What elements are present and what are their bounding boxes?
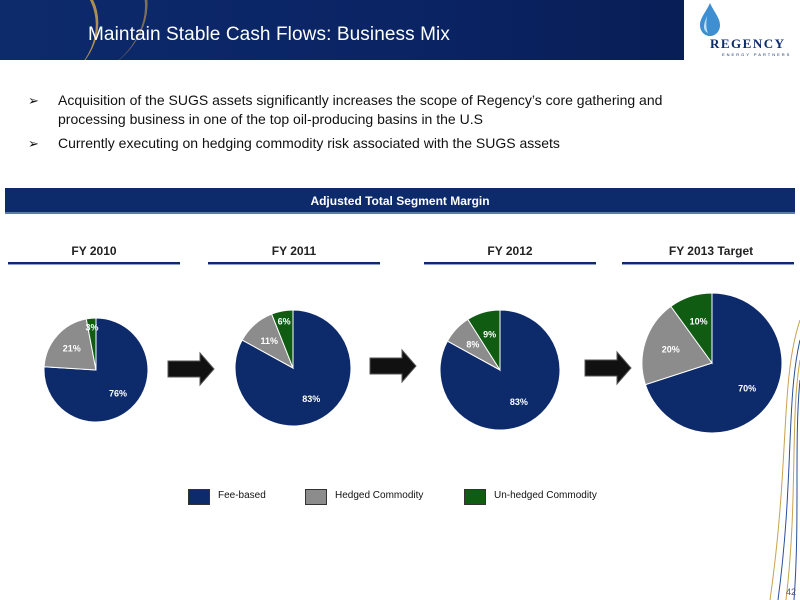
water-drop-icon bbox=[700, 3, 720, 36]
slide-title: Maintain Stable Cash Flows: Business Mix bbox=[88, 24, 450, 45]
pie-fy-2011: 83% 11%6% bbox=[234, 309, 352, 427]
pie-fy-2010: 76% 21% 3% bbox=[43, 317, 149, 423]
legend-swatch bbox=[188, 489, 210, 505]
logo-subtext: ENERGY PARTNERS bbox=[722, 52, 792, 57]
header-band: Maintain Stable Cash Flows: Business Mix… bbox=[0, 0, 800, 60]
legend-swatch bbox=[305, 489, 327, 505]
pie-slice-hedged bbox=[43, 318, 97, 371]
slice-label-hedged: 8% bbox=[466, 340, 479, 350]
legend-swatch bbox=[464, 489, 486, 505]
pie-slice-unhedged bbox=[467, 309, 501, 372]
section-banner: Adjusted Total Segment Margin bbox=[5, 188, 795, 214]
bullet-item: ➢ Currently executing on hedging commodi… bbox=[28, 134, 728, 153]
bullet-list: ➢ Acquisition of the SUGS assets signifi… bbox=[28, 91, 728, 158]
chart-title-rule bbox=[208, 262, 380, 265]
progression-arrow-icon bbox=[584, 350, 632, 386]
arrow-bullet-icon: ➢ bbox=[28, 136, 39, 151]
pie-slice-hedged bbox=[641, 305, 713, 386]
bullet-item: ➢ Acquisition of the SUGS assets signifi… bbox=[28, 91, 728, 129]
pie-slice-fee-based bbox=[644, 292, 783, 434]
pie-fy-2013-target: 70% 20% 10% bbox=[641, 292, 783, 434]
chart-title-rule bbox=[424, 262, 596, 265]
slice-label-fee-based: 70% bbox=[738, 384, 756, 394]
slice-label-hedged: 20% bbox=[662, 345, 680, 355]
slice-label-hedged: 21% bbox=[63, 344, 81, 354]
pie-slice-unhedged bbox=[670, 292, 713, 365]
slice-label-fee-based: 83% bbox=[302, 394, 320, 404]
chart-title-rule bbox=[622, 262, 794, 265]
bullet-text: Acquisition of the SUGS assets significa… bbox=[58, 92, 663, 127]
regency-logo: REGENCY ENERGY PARTNERS bbox=[684, 0, 800, 60]
pie-slice-unhedged bbox=[85, 317, 97, 371]
chart-title-fy2013: FY 2013 Target bbox=[668, 244, 754, 258]
slice-label-fee-based: 83% bbox=[510, 397, 528, 407]
page-number: 42 bbox=[785, 587, 796, 597]
chart-title-fy2010: FY 2010 bbox=[71, 244, 117, 258]
slice-label-fee-based: 76% bbox=[109, 389, 127, 399]
chart-title-fy2012: FY 2012 bbox=[487, 244, 533, 258]
slice-label-unhedged: 6% bbox=[278, 316, 291, 326]
slice-label-hedged: 11% bbox=[260, 336, 278, 346]
slice-label-unhedged: 3% bbox=[85, 323, 98, 333]
slice-label-unhedged: 9% bbox=[483, 329, 496, 339]
legend-label: Fee-based bbox=[218, 490, 266, 501]
pie-fy-2012: 83% 8% 9% bbox=[439, 309, 561, 431]
slice-label-unhedged: 10% bbox=[690, 317, 708, 327]
bullet-text: Currently executing on hedging commodity… bbox=[58, 135, 560, 151]
decorative-lines bbox=[769, 320, 800, 600]
chart-title-rule bbox=[8, 262, 180, 265]
chart-legend: Fee-based Hedged Commodity Un-hedged Com… bbox=[0, 488, 800, 508]
progression-arrow-icon bbox=[167, 351, 215, 387]
legend-label: Hedged Commodity bbox=[335, 490, 424, 501]
chart-title-fy2011: FY 2011 bbox=[271, 244, 317, 258]
arrow-bullet-icon: ➢ bbox=[28, 93, 39, 108]
legend-label: Un-hedged Commodity bbox=[494, 490, 597, 501]
pie-slice-unhedged bbox=[271, 309, 294, 369]
logo-wordmark: REGENCY bbox=[710, 36, 786, 51]
progression-arrow-icon bbox=[369, 348, 417, 384]
